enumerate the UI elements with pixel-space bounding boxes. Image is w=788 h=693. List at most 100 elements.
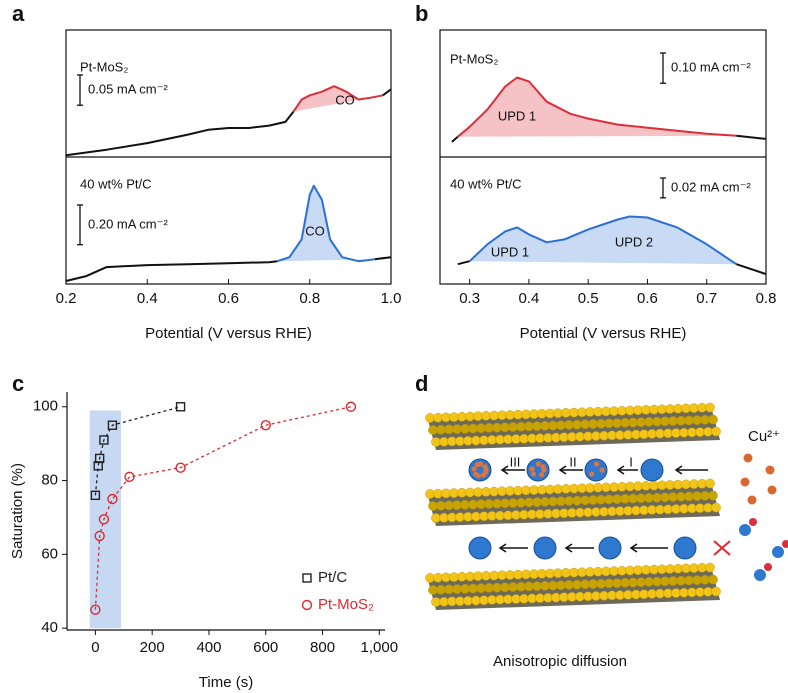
panel-label: d (415, 371, 428, 396)
mos2-layer (425, 478, 721, 526)
co-oxygen (782, 540, 788, 548)
sulfur-atom (711, 586, 721, 597)
marker (345, 401, 357, 412)
scale-bar: 0.10 mA cm⁻² (660, 52, 751, 84)
panel-name: Pt-MoS₂ (450, 51, 498, 66)
caption: Anisotropic diffusion (493, 653, 627, 670)
cu-atom (529, 466, 535, 472)
nanoparticle (468, 536, 492, 560)
x-tick-label: 0.6 (637, 290, 658, 307)
legend-entry: Pt-MoS₂ (301, 596, 374, 613)
curve (382, 88, 392, 97)
x-tick-label: 0.4 (137, 290, 158, 307)
cu-atom (475, 473, 482, 479)
cu-ion (747, 495, 757, 505)
nanoparticle (673, 536, 697, 560)
shaded-area (457, 77, 737, 137)
curve (65, 260, 278, 282)
x-tick-label: 0.4 (518, 290, 539, 307)
cu-ion (743, 453, 753, 463)
marker (90, 604, 101, 615)
cu-atom (530, 471, 537, 477)
y-tick-label: 80 (41, 472, 58, 489)
scale-bar-label: 0.10 mA cm⁻² (671, 60, 751, 75)
y-tick-label: 100 (33, 398, 58, 415)
marker (124, 471, 135, 483)
x-tick-label: 1.0 (381, 290, 402, 307)
arrow-head (564, 543, 573, 553)
nanoparticle (584, 458, 608, 482)
cu-atom (540, 464, 546, 470)
co-carbon (772, 546, 784, 558)
cu-atom (471, 466, 477, 472)
panel-label: b (415, 1, 428, 26)
arrow-head (498, 543, 507, 553)
curve (736, 134, 767, 140)
cu-atom (483, 469, 489, 475)
curve (736, 263, 767, 276)
marker (94, 453, 105, 464)
cu-atom (539, 472, 545, 478)
scale-bar-label: 0.05 mA cm⁻² (88, 82, 168, 97)
curve (457, 76, 737, 138)
curve (451, 135, 459, 143)
cu-ion (767, 485, 777, 495)
nanoparticle (526, 458, 550, 482)
arrow-head (500, 465, 509, 475)
x-tick-label: 0.2 (56, 290, 77, 307)
annotation: UPD 2 (615, 234, 653, 249)
marker (260, 420, 271, 431)
marker (175, 462, 186, 473)
co-carbon (754, 569, 766, 581)
x-axis-label: Potential (V versus RHE) (520, 325, 687, 342)
arrow-head (629, 543, 638, 553)
shaded-area (293, 86, 383, 112)
panel-name: 40 wt% Pt/C (80, 176, 152, 191)
x-tick-label: 800 (310, 639, 335, 656)
mos2-layer (425, 402, 721, 450)
arrow-head (558, 465, 567, 475)
particle-body (640, 458, 664, 482)
panel-label: c (12, 371, 24, 396)
marker (99, 435, 109, 445)
curve (468, 215, 737, 266)
sulfur-atom (711, 502, 721, 513)
y-axis-label: Saturation (%) (9, 463, 26, 559)
cu-atom (535, 461, 542, 467)
cu-atom (599, 467, 605, 473)
curve (65, 110, 295, 157)
curve (276, 184, 375, 263)
mos2-layer (425, 562, 721, 610)
x-tick-label: 600 (253, 639, 278, 656)
x-tick-label: 0 (91, 639, 99, 656)
sulfur-atom (705, 562, 715, 573)
sulfur-atom (708, 414, 718, 425)
panel-label: a (12, 1, 25, 26)
nanoparticle (598, 536, 622, 560)
cu-atom (482, 464, 488, 470)
nanoparticle (533, 536, 557, 560)
sulfur-atom (705, 402, 715, 413)
annotation: CO (305, 223, 325, 238)
marker (301, 599, 313, 611)
step-label: I (629, 454, 633, 469)
cu-atom (593, 461, 600, 467)
arrow-head (616, 465, 625, 475)
y-tick-label: 40 (41, 619, 58, 636)
cu-atom (588, 471, 595, 477)
particle-body (533, 536, 557, 560)
ion-label: Cu²⁺ (748, 428, 780, 445)
legend-label: Pt-MoS₂ (318, 596, 374, 613)
scale-bar-label: 0.02 mA cm⁻² (671, 179, 751, 194)
x-tick-label: 400 (196, 639, 221, 656)
cu-ion (740, 477, 750, 487)
x-axis-label: Time (s) (199, 674, 253, 691)
step-label: III (510, 454, 521, 469)
annotation: CO (335, 92, 355, 107)
nanoparticle (468, 458, 492, 482)
particle-body (468, 536, 492, 560)
scale-bar-label: 0.20 mA cm⁻² (88, 216, 168, 231)
curve (292, 85, 384, 113)
sulfur-atom (708, 490, 718, 501)
